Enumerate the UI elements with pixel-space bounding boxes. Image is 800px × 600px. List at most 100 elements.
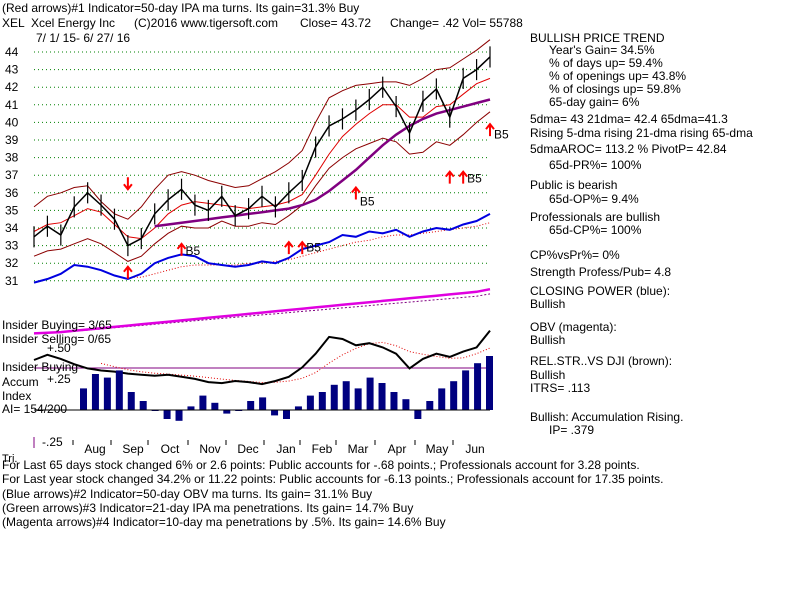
accum-bar <box>247 401 255 410</box>
aroc-pivot: 5dmaAROC= 113.2 % PivotP= 42.84 <box>530 142 727 156</box>
ticker: XEL <box>2 16 25 30</box>
years-gain: Year's Gain= 34.5% <box>549 43 655 57</box>
index-label: Index <box>2 389 32 403</box>
closing-power-line <box>33 213 491 284</box>
obv-scale-plus50: +.50 <box>47 341 71 355</box>
accum-bar <box>426 401 434 410</box>
lower-band-line <box>33 111 491 262</box>
x-tick-label: Apr <box>388 442 407 456</box>
b5-label: B5 <box>186 244 201 258</box>
dma-values: 5dma= 43 21dma= 42.4 65dma=41.3 <box>530 112 728 126</box>
buy-arrow <box>444 170 455 184</box>
b5-label: B5 <box>306 240 321 254</box>
accum-bar <box>474 363 482 410</box>
op-65d: 65d-OP%= 9.4% <box>549 192 639 206</box>
accum-bar <box>354 388 362 410</box>
accum-bar <box>342 381 350 410</box>
accum-bar <box>91 374 99 410</box>
y-tick-label: 40 <box>5 115 19 129</box>
insider-selling-ratio: Insider Selling= 0/65 <box>2 332 112 346</box>
y-tick-label: 41 <box>5 98 19 112</box>
insider-buying-label: Insider Buying <box>2 360 79 374</box>
closings-up: % of closings up= 59.8% <box>549 82 681 96</box>
x-tick-label: Oct <box>161 442 180 456</box>
strength-ratio: Strength Profess/Pub= 4.8 <box>530 265 672 279</box>
y-tick-label: 35 <box>5 203 19 217</box>
relstr-ma-line <box>100 341 491 384</box>
bullish-price-trend: BULLISH PRICE TREND <box>530 31 665 45</box>
price-line <box>33 56 491 247</box>
accum-bar <box>402 399 410 410</box>
accum-bar <box>80 388 87 410</box>
x-tick-label: Sep <box>122 442 144 456</box>
professionals-bullish: Professionals are bullish <box>530 210 661 224</box>
buy-arrow <box>123 265 133 279</box>
accum-scale-plus25: +.25 <box>47 372 71 386</box>
b5-label: B5 <box>494 128 509 142</box>
date-range: 7/ 1/ 15- 6/ 27/ 16 <box>36 31 131 45</box>
buy-arrow <box>351 185 361 200</box>
obv-line <box>33 287 491 335</box>
x-tick-label: Mar <box>348 442 369 456</box>
accum-bar <box>294 406 302 410</box>
y-tick-label: 39 <box>5 133 19 147</box>
x-tick-label: Dec <box>237 442 258 456</box>
gain-65day: 65-day gain= 6% <box>549 95 640 109</box>
buy-arrow <box>123 177 133 191</box>
closing-power-status: Bullish <box>530 297 566 311</box>
relstr-line <box>33 329 491 386</box>
accum-bar <box>306 395 314 410</box>
upper-band-line <box>33 39 491 220</box>
buy-arrow <box>297 240 308 255</box>
ip-value: IP= .379 <box>549 423 595 437</box>
y-tick-label: 31 <box>5 274 19 288</box>
obv-label: OBV (magenta): <box>530 320 617 334</box>
cp-vs-pr: CP%vsPr%= 0% <box>530 248 620 262</box>
accum-bar <box>390 392 398 410</box>
header-line1: (Red arrows)#1 Indicator=50-day IPA ma t… <box>2 1 360 15</box>
accum-bar <box>175 410 183 421</box>
buy-arrow <box>458 170 468 184</box>
accum-label: Accum <box>2 375 39 389</box>
x-tick-label: May <box>426 442 449 456</box>
accumulation-rising: Bullish: Accumulation Rising. <box>530 410 684 424</box>
x-tick-label: Jan <box>276 442 295 456</box>
accum-bar <box>450 381 458 410</box>
close-price: Close= 43.72 <box>300 16 372 30</box>
accum-bar <box>223 410 231 414</box>
x-tick-label: Aug <box>84 442 105 456</box>
buy-arrow <box>284 240 294 255</box>
accum-scale-minus25: -.25 <box>42 435 63 449</box>
ma21-line <box>33 77 491 240</box>
accum-bar <box>115 370 123 410</box>
obv-status: Bullish <box>530 333 566 347</box>
copyright-source: (C)2016 www.tigersoft.com <box>134 16 279 30</box>
footer-magenta-arrows: (Magenta arrows)#4 Indicator=10-day ma p… <box>2 515 446 529</box>
closing-power-ma-line <box>127 222 491 278</box>
rising-dmas: Rising 5-dma rising 21-dma rising 65-dma <box>530 126 753 140</box>
y-tick-label: 36 <box>5 186 19 200</box>
y-tick-label: 42 <box>5 80 19 94</box>
accum-bar <box>438 388 446 410</box>
b5-label: B5 <box>467 172 482 186</box>
footer-overlap-text: Tri. <box>2 453 18 465</box>
b5-label: B5 <box>360 195 375 209</box>
accum-bar <box>283 410 290 419</box>
accum-bar <box>103 377 111 410</box>
y-tick-label: 34 <box>5 221 19 235</box>
y-tick-label: 43 <box>5 63 19 77</box>
company-name: Xcel Energy Inc <box>31 16 116 30</box>
accum-bar <box>462 370 470 410</box>
x-tick-label: Feb <box>312 442 333 456</box>
buy-arrow <box>485 122 495 137</box>
accum-bar <box>127 392 135 410</box>
accum-bar <box>211 402 219 410</box>
pr-65d: 65d-PR%= 100% <box>549 158 642 172</box>
x-tick-label: Jun <box>465 442 484 456</box>
buy-arrow <box>176 242 187 256</box>
accum-bar <box>199 395 207 410</box>
x-tick-label: Nov <box>199 442 220 456</box>
y-tick-label: 38 <box>5 151 19 165</box>
y-tick-label: 44 <box>5 45 19 59</box>
